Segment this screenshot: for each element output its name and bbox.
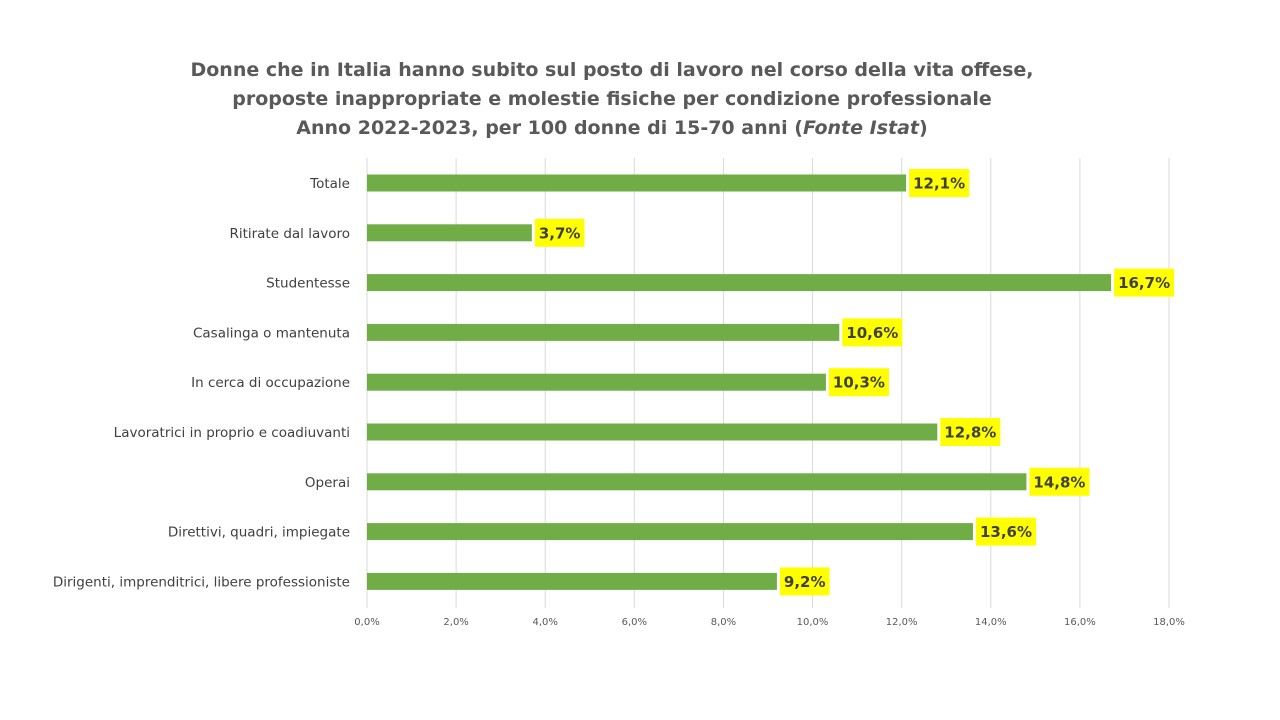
chart-title-source: Fonte Istat xyxy=(802,117,919,139)
x-axis-tick-labels: 0,0% 2,0% 4,0% 6,0% 8,0% 10,0% 12,0% 14,0% 16,0%… xyxy=(354,617,1185,628)
data-label: 12,8% xyxy=(940,418,1001,446)
x-tick-label: 8,0% xyxy=(711,617,736,628)
chart-title-line-3-end: ) xyxy=(919,117,928,139)
data-label-text: 9,2% xyxy=(784,573,826,591)
data-label-text: 3,7% xyxy=(539,224,581,242)
bar xyxy=(367,224,532,242)
data-label: 3,7% xyxy=(534,218,585,247)
data-label-highlight xyxy=(1114,268,1175,297)
x-tick-label: 0,0% xyxy=(354,617,379,628)
category-label: In cerca di occupazione xyxy=(191,375,350,391)
data-label-highlight xyxy=(534,218,585,247)
data-label: 16,7% xyxy=(1114,268,1175,297)
data-label: 9,2% xyxy=(779,567,830,596)
x-tick-label: 4,0% xyxy=(533,617,558,628)
data-label-highlight xyxy=(828,368,889,397)
data-label-text: 10,6% xyxy=(846,324,898,342)
data-label: 13,6% xyxy=(975,517,1037,546)
bar xyxy=(367,323,840,341)
data-label-text: 12,8% xyxy=(944,424,996,442)
x-tick-label: 18,0% xyxy=(1153,617,1185,628)
data-label: 12,1% xyxy=(909,169,970,197)
chart-title-line-2: proposte inappropriate e molestie fisich… xyxy=(232,88,992,110)
category-label: Dirigenti, imprenditrici, libere profess… xyxy=(53,574,350,590)
category-label: Operai xyxy=(305,475,350,491)
x-tick-label: 2,0% xyxy=(443,617,468,628)
data-label-text: 12,1% xyxy=(913,175,965,193)
category-labels: Totale Ritirate dal lavoro Studentesse Casa… xyxy=(53,176,350,590)
data-label-text: 13,6% xyxy=(980,523,1032,541)
chart-title-line-1: Donne che in Italia hanno subito sul pos… xyxy=(190,59,1034,81)
data-label-highlight xyxy=(975,517,1037,546)
x-tick-label: 14,0% xyxy=(975,617,1007,628)
data-label: 10,3% xyxy=(828,368,889,397)
data-label-highlight xyxy=(909,169,970,197)
bar xyxy=(367,423,938,441)
bar xyxy=(367,274,1112,292)
data-labels: 12,1% 3,7% 16,7% 10,6% 10,3% 12,8% 14,8% 13,6% 9… xyxy=(534,169,1175,596)
data-label-text: 14,8% xyxy=(1033,473,1085,491)
data-label: 14,8% xyxy=(1029,467,1090,496)
chart-title-line-3: Anno 2022-2023, per 100 donne di 15-70 a… xyxy=(0,114,1224,143)
category-label: Lavoratrici in proprio e coadiuvanti xyxy=(114,425,350,441)
category-label: Ritirate dal lavoro xyxy=(229,226,350,242)
category-label: Totale xyxy=(309,176,350,192)
category-label: Direttivi, quadri, impiegate xyxy=(168,525,350,541)
category-label: Casalinga o mantenuta xyxy=(193,325,350,341)
bar xyxy=(367,174,907,192)
x-tick-label: 12,0% xyxy=(886,617,918,628)
data-label-highlight xyxy=(940,418,1001,446)
category-label: Studentesse xyxy=(266,276,350,292)
chart-title-line-3-main: Anno 2022-2023, per 100 donne di 15-70 a… xyxy=(296,117,803,139)
bar xyxy=(367,572,777,590)
data-label-highlight xyxy=(1029,467,1090,496)
bar xyxy=(367,473,1027,491)
data-label-text: 10,3% xyxy=(833,374,885,392)
x-tick-label: 6,0% xyxy=(622,617,647,628)
data-label-highlight xyxy=(842,318,903,347)
x-tick-label: 10,0% xyxy=(797,617,829,628)
bar xyxy=(367,523,973,541)
data-label: 10,6% xyxy=(842,318,903,347)
bar xyxy=(367,373,826,391)
data-label-highlight xyxy=(779,567,830,596)
bars xyxy=(367,174,1112,590)
x-tick-label: 16,0% xyxy=(1064,617,1096,628)
data-label-text: 16,7% xyxy=(1118,274,1170,292)
chart-title: Donne che in Italia hanno subito sul pos… xyxy=(0,56,1224,143)
